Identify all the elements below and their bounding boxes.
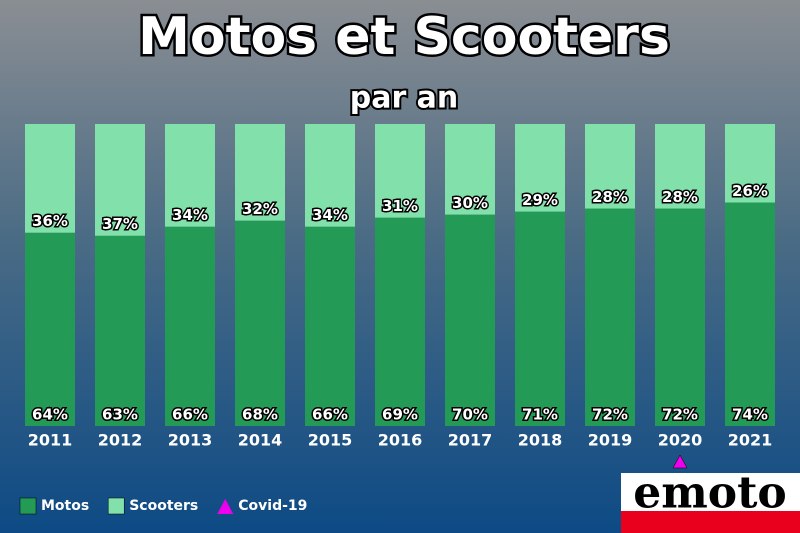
value-label: 66% bbox=[312, 406, 348, 424]
value-label: 66% bbox=[172, 406, 208, 424]
x-tick-label: 2012 bbox=[98, 431, 143, 450]
bar-segment bbox=[515, 124, 565, 212]
bar-segment bbox=[25, 124, 75, 233]
covid-marker bbox=[672, 454, 688, 469]
value-label: 64% bbox=[32, 406, 68, 424]
value-label: 37% bbox=[102, 215, 138, 233]
bar-segment bbox=[235, 124, 285, 221]
bar-segment bbox=[725, 202, 775, 426]
bar-segment bbox=[445, 214, 495, 426]
legend-label: Scooters bbox=[129, 498, 198, 514]
legend-marker bbox=[217, 499, 234, 514]
x-tick-label: 2017 bbox=[448, 431, 493, 450]
bar-segment bbox=[25, 232, 75, 426]
bar-segment bbox=[235, 220, 285, 426]
bar-segment bbox=[445, 124, 495, 215]
value-label: 26% bbox=[732, 182, 768, 200]
value-label: 28% bbox=[592, 188, 628, 206]
x-tick-label: 2020 bbox=[658, 431, 703, 450]
value-label: 34% bbox=[312, 206, 348, 224]
value-label: 72% bbox=[662, 406, 698, 424]
value-label: 36% bbox=[32, 212, 68, 230]
legend-label: Motos bbox=[41, 498, 89, 514]
value-label: 30% bbox=[452, 194, 488, 212]
legend-swatch bbox=[107, 497, 125, 515]
legend-swatch bbox=[19, 497, 37, 515]
value-label: 29% bbox=[522, 191, 558, 209]
x-tick-label: 2011 bbox=[28, 431, 73, 450]
legend-label: Covid-19 bbox=[238, 498, 307, 514]
bar-segment bbox=[305, 226, 355, 426]
value-label: 69% bbox=[382, 406, 418, 424]
bar-segment bbox=[95, 235, 145, 426]
value-label: 72% bbox=[592, 406, 628, 424]
logo-band bbox=[621, 511, 800, 533]
bar-segment bbox=[165, 124, 215, 227]
value-label: 32% bbox=[242, 200, 278, 218]
x-tick-label: 2013 bbox=[168, 431, 213, 450]
value-label: 34% bbox=[172, 206, 208, 224]
bar-segment bbox=[725, 124, 775, 203]
x-tick-label: 2018 bbox=[518, 431, 563, 450]
chart-title: Motos et Scooters bbox=[138, 7, 670, 67]
x-tick-label: 2016 bbox=[378, 431, 423, 450]
bar-segment bbox=[655, 124, 705, 209]
bar-segment bbox=[165, 226, 215, 426]
bar-segment bbox=[375, 124, 425, 218]
value-label: 70% bbox=[452, 406, 488, 424]
x-tick-label: 2015 bbox=[308, 431, 353, 450]
value-label: 71% bbox=[522, 406, 558, 424]
bar-segment bbox=[375, 217, 425, 426]
value-label: 68% bbox=[242, 406, 278, 424]
logo: emoto bbox=[621, 468, 800, 533]
bar-segment bbox=[305, 124, 355, 227]
x-tick-label: 2019 bbox=[588, 431, 633, 450]
logo-text: emoto bbox=[633, 468, 787, 519]
chart-subtitle: par an bbox=[350, 81, 459, 116]
value-label: 31% bbox=[382, 197, 418, 215]
x-tick-label: 2021 bbox=[728, 431, 773, 450]
bar-segment bbox=[95, 124, 145, 236]
bar-segment bbox=[655, 208, 705, 426]
value-label: 63% bbox=[102, 406, 138, 424]
bar-segment bbox=[585, 208, 635, 426]
value-label: 28% bbox=[662, 188, 698, 206]
bar-segment bbox=[515, 211, 565, 426]
value-label: 74% bbox=[732, 406, 768, 424]
bar-segment bbox=[585, 124, 635, 209]
x-tick-label: 2014 bbox=[238, 431, 283, 450]
